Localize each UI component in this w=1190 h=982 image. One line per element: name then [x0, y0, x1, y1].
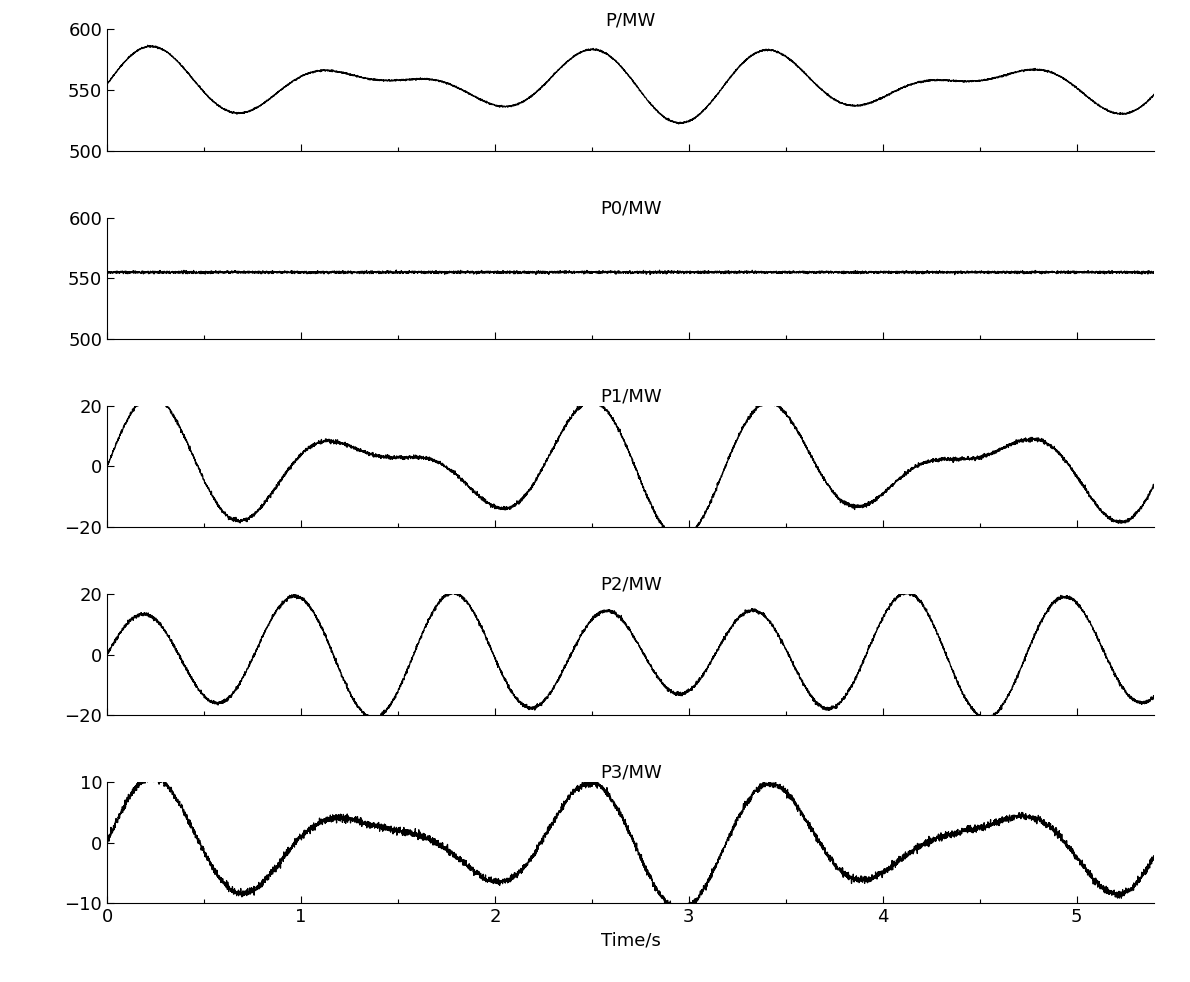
Title: P/MW: P/MW — [606, 12, 656, 29]
Title: P3/MW: P3/MW — [600, 764, 662, 782]
X-axis label: Time/s: Time/s — [601, 932, 660, 950]
Title: P2/MW: P2/MW — [600, 575, 662, 594]
Title: P0/MW: P0/MW — [600, 199, 662, 217]
Title: P1/MW: P1/MW — [600, 388, 662, 406]
